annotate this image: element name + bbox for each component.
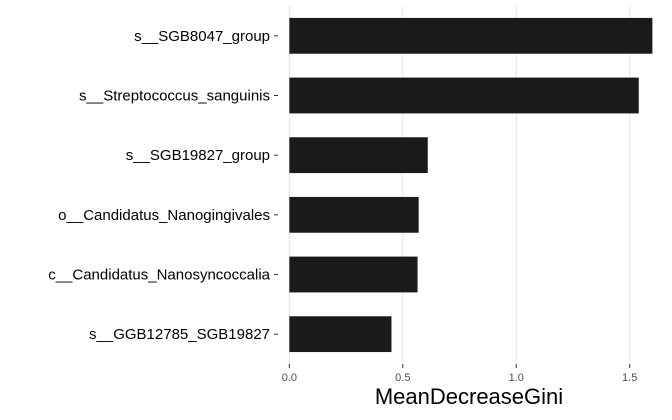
- y-tick-label: s__SGB8047_group: [134, 28, 270, 45]
- bars: [289, 17, 653, 353]
- y-tick-label: s__Streptococcus_sanguinis: [79, 88, 270, 105]
- y-tick-label: c__Candidatus_Nanosyncoccalia: [48, 267, 270, 284]
- bar: [289, 256, 418, 293]
- bar: [289, 17, 653, 54]
- bar: [289, 196, 419, 233]
- x-tick-label: 0.5: [395, 372, 410, 384]
- grid-lines: [288, 6, 631, 364]
- bar: [289, 77, 639, 114]
- x-tick-label: 0.0: [282, 372, 297, 384]
- bar: [289, 137, 428, 174]
- bar: [289, 316, 392, 353]
- axes: s__SGB8047_group s__Streptococcus_sanguin…: [48, 28, 637, 384]
- x-axis-title: MeanDecreaseGini: [375, 384, 563, 409]
- x-tick-label: 1.5: [622, 372, 637, 384]
- y-tick-label: s__GGB12785_SGB19827: [89, 326, 270, 343]
- y-tick-label: s__SGB19827_group: [126, 147, 270, 164]
- y-tick-label: o__Candidatus_Nanogingivales: [58, 207, 270, 224]
- x-tick-label: 1.0: [509, 372, 524, 384]
